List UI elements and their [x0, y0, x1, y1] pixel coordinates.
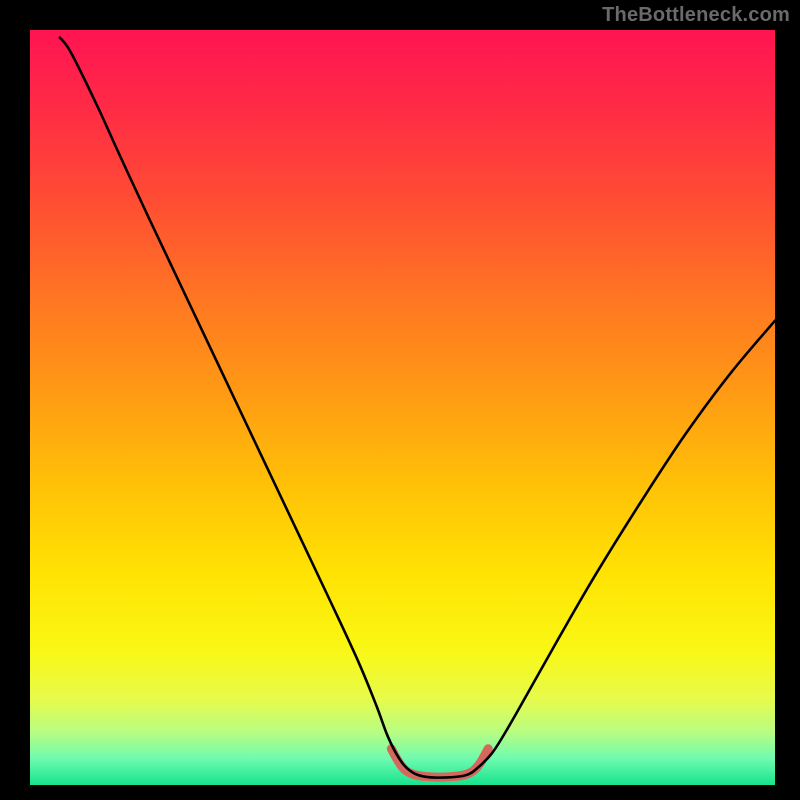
watermark-label: TheBottleneck.com [602, 4, 790, 27]
bottleneck-curve [60, 38, 775, 778]
plateau-marker [391, 749, 488, 777]
bottleneck-curve-chart [0, 0, 800, 800]
